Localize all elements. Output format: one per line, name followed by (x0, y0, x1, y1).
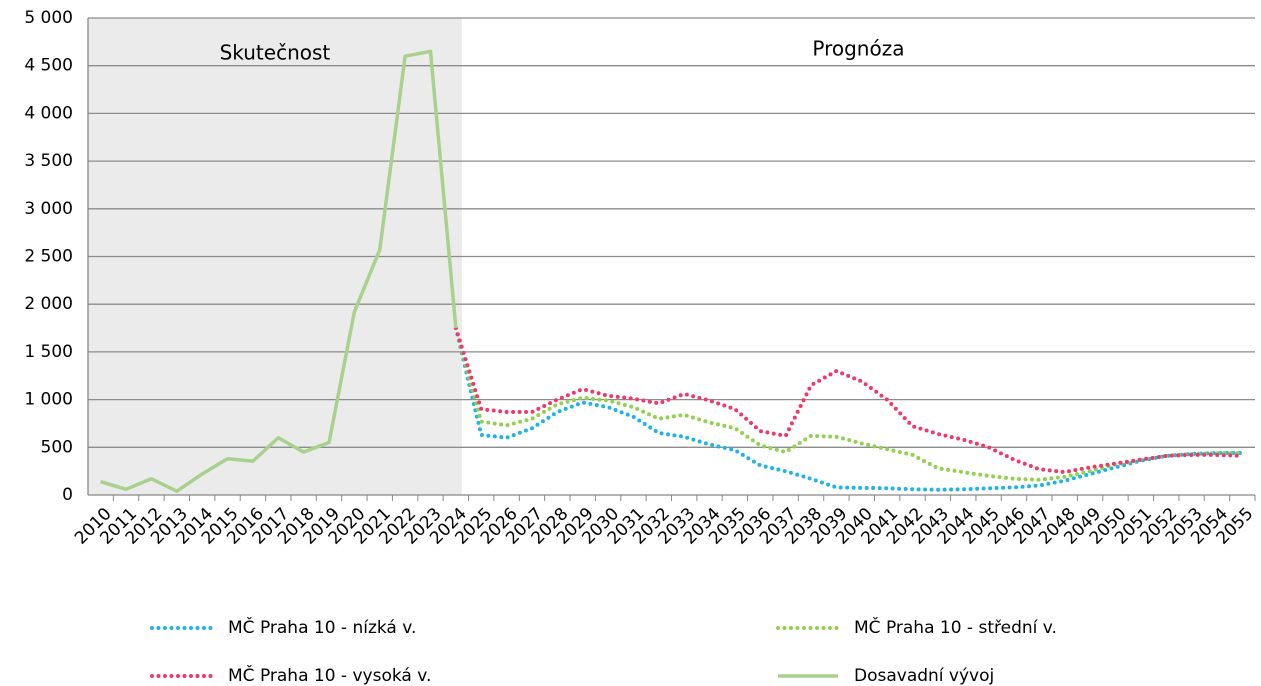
legend-label: MČ Praha 10 - střední v. (854, 616, 1057, 638)
series-line (453, 326, 1245, 492)
y-tick-label: 500 (41, 437, 73, 457)
y-tick-label: 3 500 (24, 151, 73, 171)
series-line (100, 49, 458, 493)
series-line (453, 326, 1245, 482)
y-tick-label: 2 500 (24, 247, 73, 267)
annotation: Skutečnost (220, 41, 331, 65)
y-tick-label: 4 500 (24, 56, 73, 76)
y-tick-label: 0 (62, 485, 73, 505)
y-tick-label: 4 000 (24, 103, 73, 123)
y-tick-label: 2 000 (24, 294, 73, 314)
y-tick-label: 1 500 (24, 342, 73, 362)
y-tick-label: 3 000 (24, 199, 73, 219)
legend-label: MČ Praha 10 - nízká v. (228, 616, 416, 638)
annotation: Prognóza (812, 37, 904, 61)
legend-label: Dosavadní vývoj (854, 666, 994, 686)
y-tick-label: 5 000 (24, 8, 73, 28)
y-tick-label: 1 000 (24, 390, 73, 410)
legend-label: MČ Praha 10 - vysoká v. (228, 664, 431, 686)
series-line (453, 326, 1245, 475)
